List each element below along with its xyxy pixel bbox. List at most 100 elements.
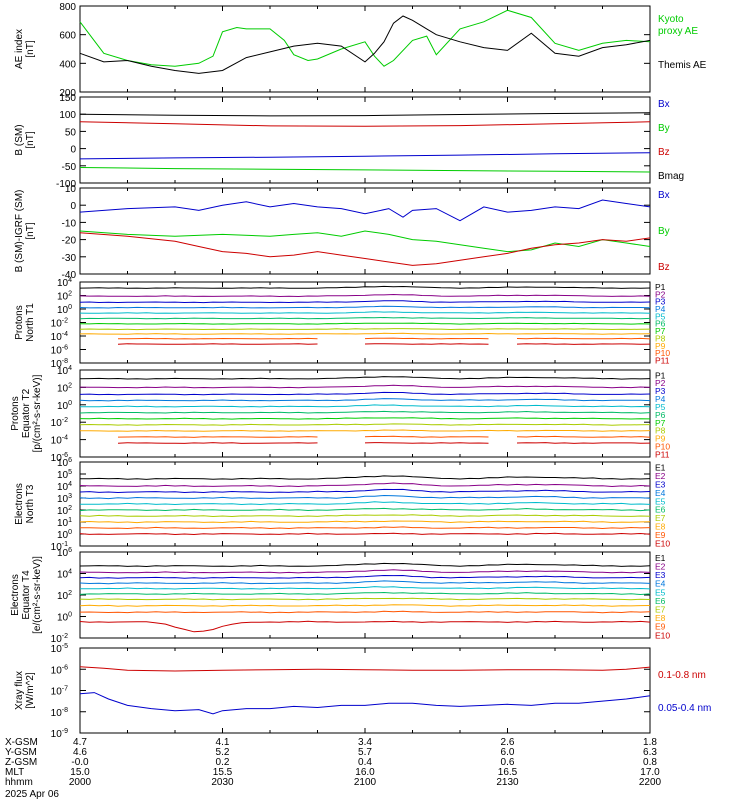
y-tick-label: 10-9 — [51, 728, 68, 740]
legend-entry: P9 — [655, 434, 666, 444]
ephemeris-value: 6.0 — [501, 747, 515, 758]
ephemeris-value: 5.7 — [358, 747, 372, 758]
ephemeris-row-label: Y-GSM — [5, 747, 37, 758]
channel-line — [79, 293, 651, 298]
y-axis-label: Equator T2 — [21, 388, 32, 438]
date-label: 2025 Apr 06 — [5, 789, 59, 800]
channel-line — [79, 429, 651, 432]
y-tick-label: 102 — [57, 590, 72, 602]
legend-entry: P8 — [655, 333, 666, 343]
y-axis-label: [p/(cm²-s-sr-keV)] — [32, 374, 43, 452]
y-tick-label: 10-2 — [51, 417, 68, 429]
y-tick-label: -20 — [62, 236, 77, 247]
y-tick-label: 101 — [57, 517, 72, 529]
channel-line — [364, 435, 489, 438]
legend-entry: E5 — [655, 587, 666, 597]
legend-entry: E8 — [655, 522, 666, 532]
ephemeris-value: 2100 — [354, 777, 377, 788]
channel-line — [79, 384, 651, 389]
legend-entry: 0.1-0.8 nm — [658, 670, 706, 681]
y-tick-label: 100 — [57, 400, 72, 412]
channel-line — [79, 398, 651, 402]
y-tick-label: 400 — [59, 59, 76, 70]
legend-entry: E8 — [655, 613, 666, 623]
channel-line — [80, 526, 651, 530]
y-axis-label: B (SM) — [14, 124, 25, 155]
y-tick-label: 100 — [57, 529, 72, 541]
series-line — [79, 232, 651, 266]
ephemeris-row-label: hhmm — [5, 777, 33, 788]
ephemeris-value: 2.6 — [501, 737, 515, 748]
channel-line — [79, 376, 651, 380]
channel-line — [79, 410, 651, 414]
series-line — [79, 666, 651, 672]
legend-entry: P7 — [655, 326, 666, 336]
y-tick-label: 10-4 — [51, 435, 68, 447]
y-tick-label: -50 — [62, 162, 77, 173]
channel-line — [79, 482, 651, 488]
legend-entry: P6 — [655, 319, 666, 329]
legend-entry: P9 — [655, 341, 666, 351]
y-axis-label: [nT] — [25, 40, 36, 57]
y-tick-label: -100 — [56, 179, 76, 190]
legend-entry: P2 — [655, 289, 666, 299]
y-tick-label: 102 — [57, 291, 72, 303]
channel-line — [79, 322, 651, 325]
y-tick-label: 104 — [57, 481, 72, 493]
y-axis-label: Xray flux — [14, 671, 25, 710]
y-axis-label: North T1 — [25, 303, 36, 342]
y-axis-label: North T3 — [25, 484, 36, 523]
channel-line — [79, 328, 651, 331]
legend-entry: Kyoto — [658, 14, 684, 25]
channel-line — [79, 300, 651, 304]
ephemeris-value: 5.2 — [216, 747, 230, 758]
legend-entry: P11 — [655, 356, 670, 366]
series-line — [79, 9, 651, 67]
ephemeris-value: 0.4 — [358, 757, 372, 768]
channel-line — [117, 343, 318, 345]
channel-line — [79, 305, 651, 309]
channel-line — [79, 532, 651, 536]
channel-line — [79, 604, 651, 607]
legend-entry: P5 — [655, 311, 666, 321]
y-axis-label: Electrons — [10, 574, 21, 616]
channel-line — [79, 562, 651, 568]
channel-line — [516, 337, 651, 340]
y-tick-label: 100 — [57, 612, 72, 624]
channel-line — [79, 332, 651, 335]
y-tick-label: 102 — [57, 505, 72, 517]
channel-line — [516, 435, 651, 438]
ephemeris-value: 4.1 — [216, 737, 230, 748]
channel-line — [79, 591, 651, 596]
ephemeris-value: 2200 — [639, 777, 662, 788]
y-tick-label: 104 — [57, 277, 72, 289]
y-tick-label: 103 — [57, 493, 72, 505]
y-tick-label: 10 — [65, 184, 77, 195]
ephemeris-value: 0.6 — [501, 757, 515, 768]
y-axis-label: AE index — [14, 29, 25, 69]
legend-entry: proxy AE — [658, 26, 698, 37]
series-line — [79, 199, 651, 222]
ephemeris-row-label: MLT — [5, 767, 24, 778]
panel-frame — [79, 647, 651, 734]
legend-entry: E10 — [655, 538, 670, 548]
legend-entry: E5 — [655, 496, 666, 506]
series-line — [79, 15, 651, 74]
series-line — [79, 152, 651, 160]
y-tick-label: 10-5 — [51, 643, 68, 655]
channel-line — [79, 574, 651, 579]
legend-entry: E4 — [655, 488, 666, 498]
legend-entry: E10 — [655, 630, 670, 640]
channel-line — [79, 610, 651, 614]
channel-line — [79, 520, 651, 524]
y-tick-label: 10-6 — [51, 664, 68, 676]
y-tick-label: 10-2 — [51, 318, 68, 330]
channel-line — [79, 507, 651, 512]
legend-entry: E6 — [655, 505, 666, 515]
channel-line — [79, 501, 651, 506]
legend-entry: P2 — [655, 378, 666, 388]
y-axis-label: [W/m^2] — [25, 672, 36, 709]
